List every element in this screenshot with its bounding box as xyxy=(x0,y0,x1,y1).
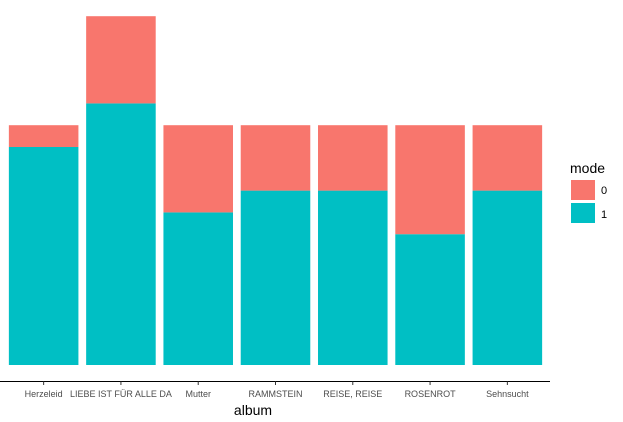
legend-label-1: 1 xyxy=(601,209,607,221)
bar-2-mode-0 xyxy=(163,125,233,213)
x-axis-title: album xyxy=(234,402,272,418)
legend-swatch-0 xyxy=(571,180,595,200)
legend-title: mode xyxy=(570,160,605,176)
bar-6-mode-0 xyxy=(472,125,543,191)
bars xyxy=(8,16,543,366)
bar-2-mode-1 xyxy=(163,212,233,365)
bar-4-mode-1 xyxy=(318,190,388,365)
bar-3-mode-1 xyxy=(240,190,311,365)
x-tick-label-6: Sehnsucht xyxy=(486,389,529,399)
bar-5-mode-0 xyxy=(395,125,465,235)
legend: mode 0 1 xyxy=(570,160,607,223)
x-tick-label-2: Mutter xyxy=(185,389,211,399)
bar-6-mode-1 xyxy=(472,190,543,365)
x-tick-label-0: Herzeleid xyxy=(25,389,63,399)
x-tick-label-3: RAMMSTEIN xyxy=(249,389,303,399)
x-tick-label-4: REISE, REISE xyxy=(323,389,382,399)
legend-swatch-1 xyxy=(571,203,595,223)
bar-1-mode-0 xyxy=(86,16,156,104)
legend-label-0: 0 xyxy=(601,185,607,197)
x-tick-label-5: ROSENROT xyxy=(405,389,457,399)
x-tick-label-1: LIEBE IST FÜR ALLE DA xyxy=(70,389,172,399)
bar-3-mode-0 xyxy=(240,125,311,191)
bar-1-mode-1 xyxy=(86,103,156,366)
bar-5-mode-1 xyxy=(395,234,465,365)
bar-0-mode-0 xyxy=(8,125,79,147)
bar-0-mode-1 xyxy=(8,147,79,365)
bar-4-mode-0 xyxy=(318,125,388,191)
x-ticks: Herzeleid LIEBE IST FÜR ALLE DA Mutter RAMM… xyxy=(25,381,529,399)
